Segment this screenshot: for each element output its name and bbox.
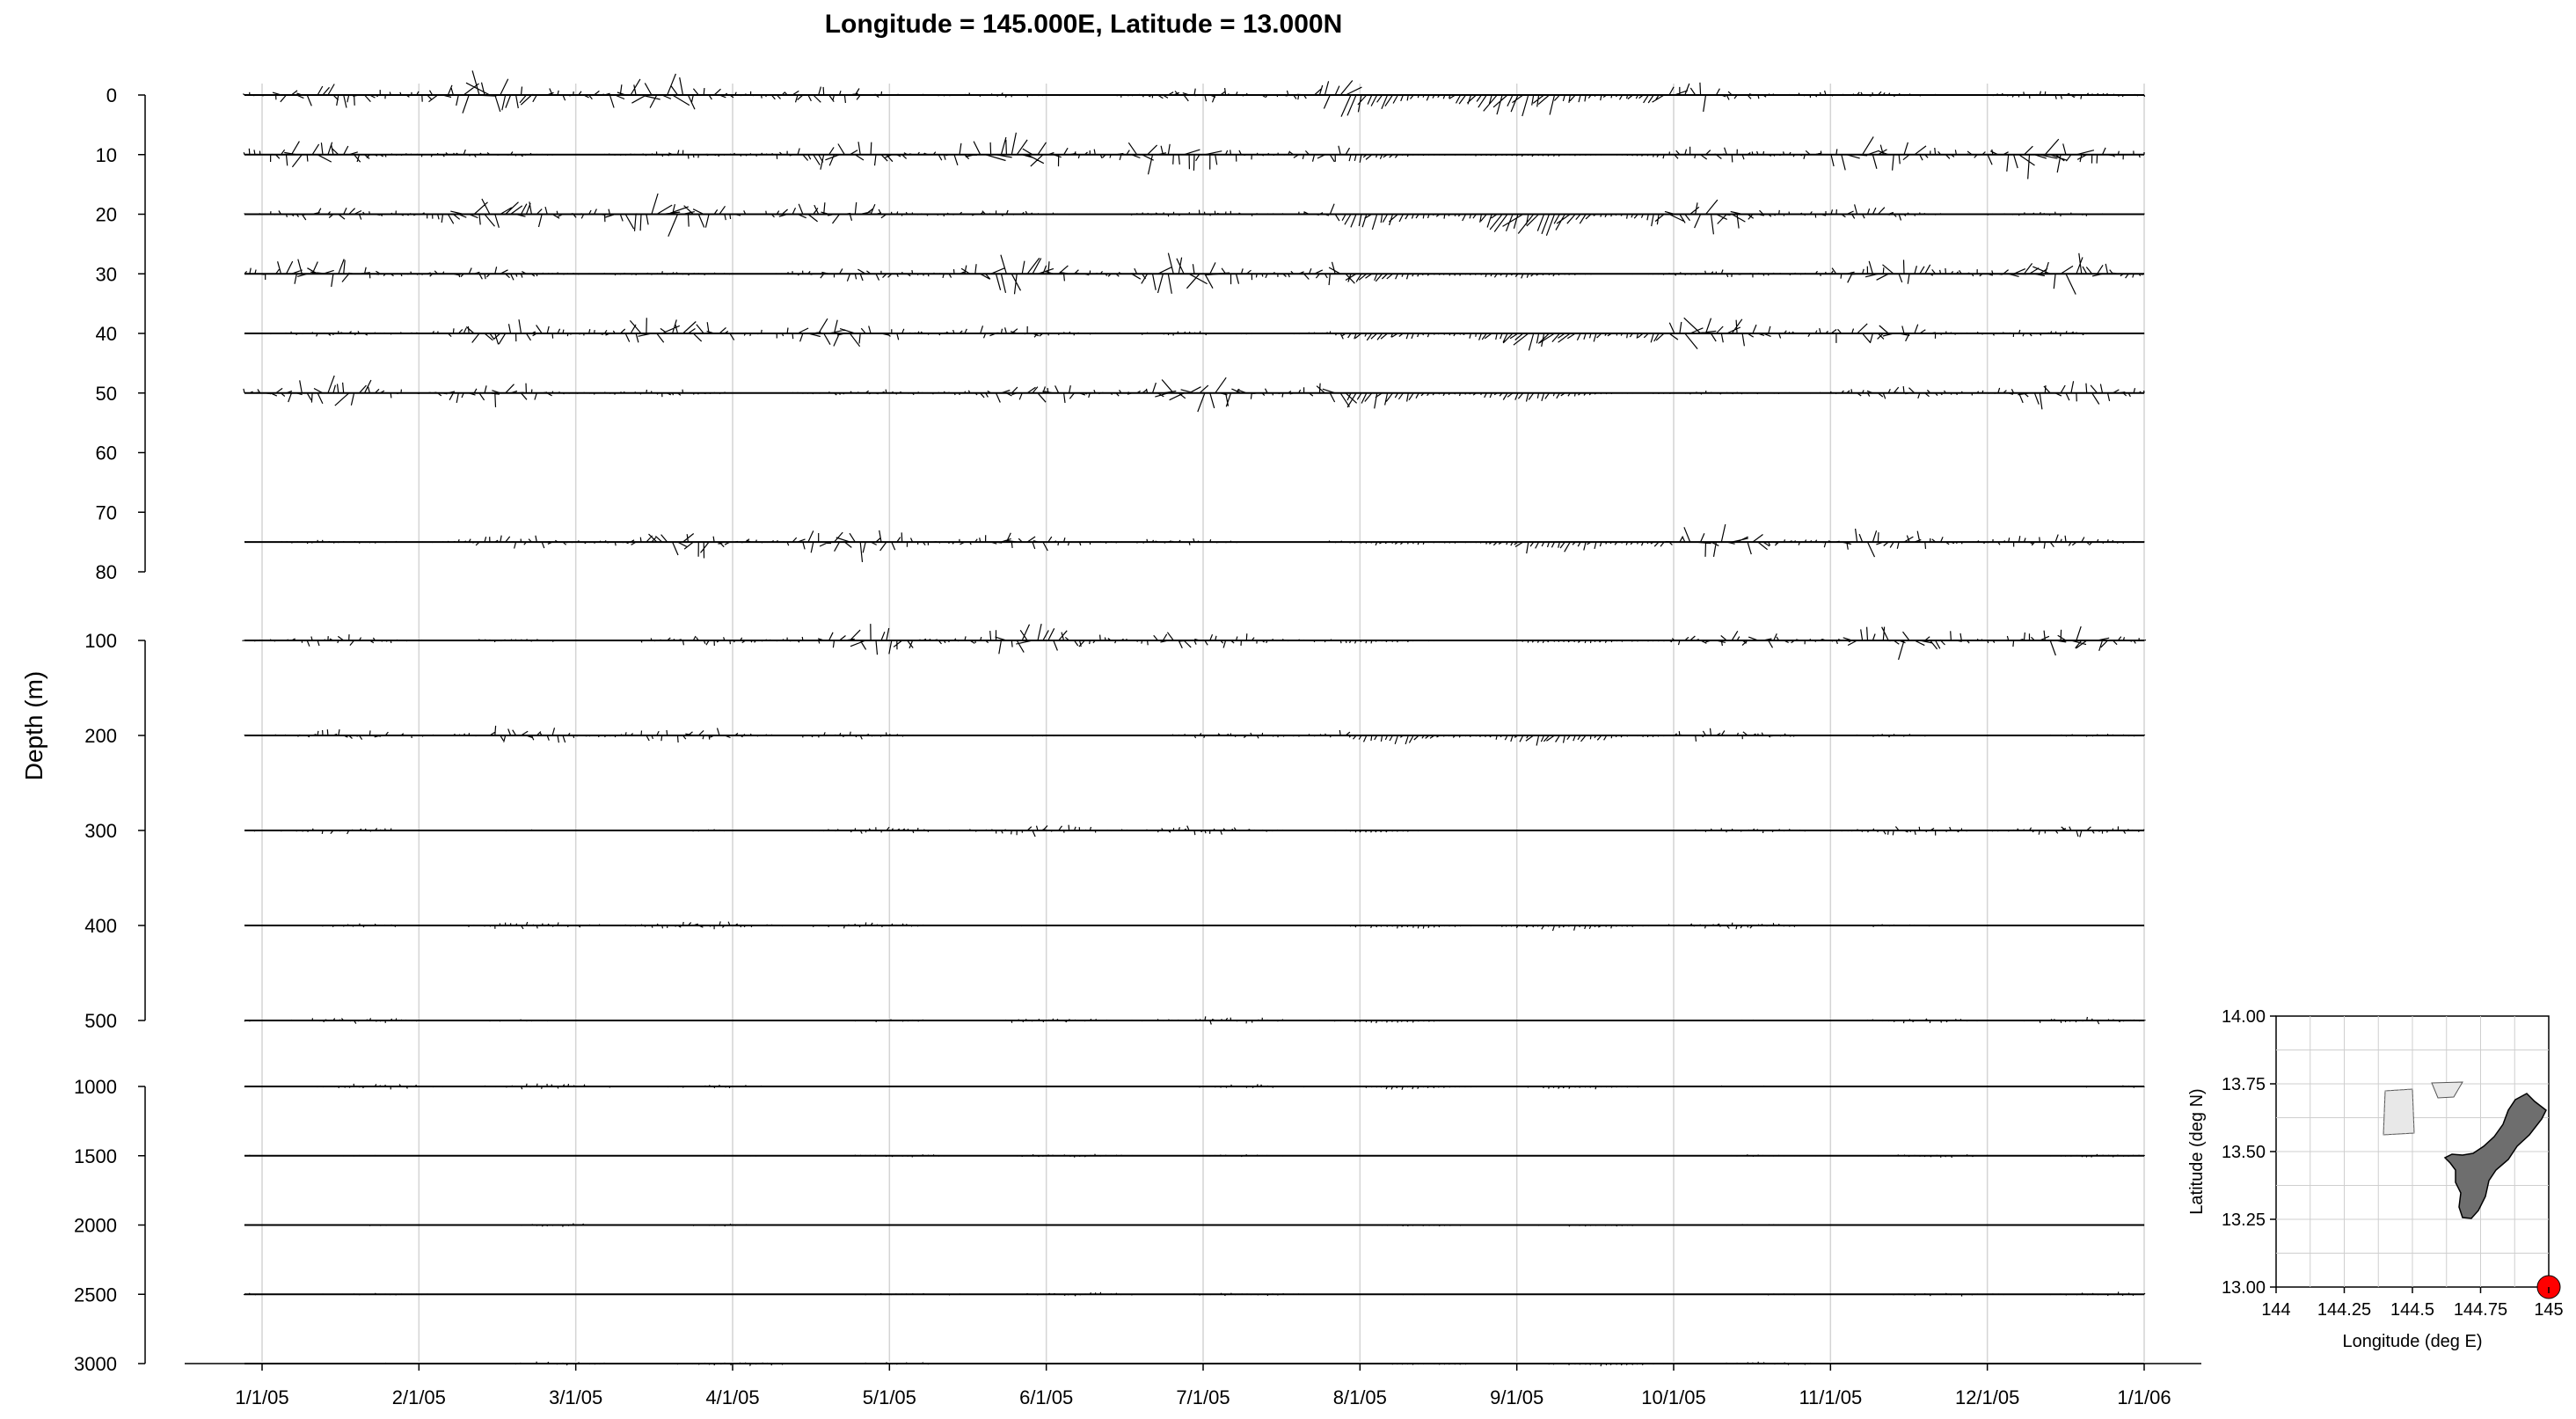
hatched-area-west — [2383, 1088, 2415, 1136]
stick-series — [244, 523, 2145, 562]
hatched-area-west-pattern — [2383, 1088, 2415, 1136]
time-axis: 1/1/05 2/1/05 3/1/05 4/1/05 5/1/05 6/1/05 7/1/… — [185, 1363, 2201, 1408]
map-x-tick-label: 144.75 — [2454, 1300, 2507, 1320]
stick-series — [244, 1083, 2145, 1090]
time-tick-label: 4/1/05 — [705, 1386, 759, 1408]
depth-tick-label: 10 — [96, 144, 117, 166]
depth-tick-label: 2000 — [74, 1215, 117, 1237]
depth-tick-label: 100 — [84, 630, 117, 652]
depth-tick-label: 500 — [84, 1010, 117, 1032]
map-x-axis-label: Longitude (deg E) — [2342, 1332, 2482, 1351]
depth-tick-label: 300 — [84, 820, 117, 842]
time-gridlines — [261, 84, 2145, 1362]
map-y-tick-label: 14.00 — [2222, 1007, 2266, 1027]
stick-series — [244, 921, 2145, 932]
time-tick-label: 11/1/05 — [1799, 1386, 1862, 1408]
map-y-tick-label: 13.50 — [2222, 1143, 2266, 1162]
stick-vectors — [244, 523, 2145, 562]
map-y-tick-label: 13.75 — [2222, 1075, 2266, 1094]
depth-tick-label: 400 — [84, 915, 117, 937]
stick-series — [244, 317, 2145, 351]
depth-tick-label: 2500 — [74, 1284, 117, 1306]
stick-series — [244, 725, 2146, 746]
depth-tick-label: 60 — [96, 443, 117, 464]
map-y-tick-label: 13.25 — [2222, 1211, 2266, 1230]
depth-tick-label: 1500 — [74, 1145, 117, 1167]
depth-tick-label: 3000 — [74, 1353, 117, 1375]
time-tick-label: 7/1/05 — [1176, 1386, 1230, 1408]
map-gridlines — [2276, 1016, 2549, 1287]
depth-axes: 0 10 20 30 40 50 60 70 80 100 200 300 400 500 1000 1500… — [74, 84, 146, 1375]
stick-series — [243, 1291, 2146, 1297]
depth-tick-label: 50 — [96, 383, 117, 405]
stick-vectors — [243, 132, 2145, 179]
location-map: 144 144.25 144.5 144.75 145 14.00 13.75 13.50 13… — [2187, 1007, 2564, 1351]
time-tick-label: 9/1/05 — [1490, 1386, 1543, 1408]
map-ticks: 144 144.25 144.5 144.75 145 14.00 13.75 13.50 13… — [2222, 1007, 2564, 1320]
map-x-tick-label: 145 — [2534, 1300, 2563, 1320]
time-tick-label: 5/1/05 — [863, 1386, 916, 1408]
depth-tick-label: 200 — [84, 725, 117, 747]
depth-tick-label: 30 — [96, 263, 117, 285]
time-tick-label: 1/1/06 — [2117, 1386, 2171, 1408]
map-x-tick-label: 144.5 — [2390, 1300, 2434, 1320]
depth-tick-label: 80 — [96, 561, 117, 583]
time-tick-label: 12/1/05 — [1955, 1386, 2019, 1408]
stick-series — [244, 252, 2145, 295]
map-y-axis-label: Latitude (deg N) — [2187, 1088, 2207, 1214]
depth-tick-label: 70 — [96, 501, 117, 523]
y-axis-label: Depth (m) — [20, 671, 47, 780]
stick-series — [244, 1016, 2146, 1025]
time-tick-label: 6/1/05 — [1019, 1386, 1073, 1408]
time-tick-label: 8/1/05 — [1333, 1386, 1387, 1408]
stick-series — [242, 623, 2147, 661]
stick-series — [244, 824, 2145, 838]
depth-tick-label: 40 — [96, 323, 117, 345]
stick-series — [243, 375, 2145, 413]
time-tick-label: 3/1/05 — [549, 1386, 602, 1408]
time-tick-label: 10/1/05 — [1641, 1386, 1705, 1408]
depth-tick-label: 1000 — [74, 1076, 117, 1098]
map-y-tick-label: 13.00 — [2222, 1278, 2266, 1298]
time-tick-label: 1/1/05 — [235, 1386, 288, 1408]
stick-vectors — [242, 623, 2147, 661]
stick-vectors — [243, 70, 2146, 117]
current-vector-sticks — [242, 70, 2147, 1367]
stick-series — [244, 193, 2145, 238]
depth-tick-label: 0 — [106, 84, 117, 106]
hatched-area-north — [2431, 1081, 2463, 1099]
guam-island — [2443, 1093, 2547, 1219]
stick-series — [243, 70, 2146, 117]
stick-series — [244, 1223, 2145, 1227]
stick-series — [244, 1153, 2146, 1159]
stick-series — [243, 132, 2145, 179]
stick-series — [244, 1361, 2145, 1367]
time-tick-label: 2/1/05 — [392, 1386, 446, 1408]
map-x-tick-label: 144.25 — [2317, 1300, 2371, 1320]
chart-title: Longitude = 145.000E, Latitude = 13.000N — [825, 10, 1343, 39]
depth-tick-label: 20 — [96, 204, 117, 226]
map-x-tick-label: 144 — [2261, 1300, 2290, 1320]
